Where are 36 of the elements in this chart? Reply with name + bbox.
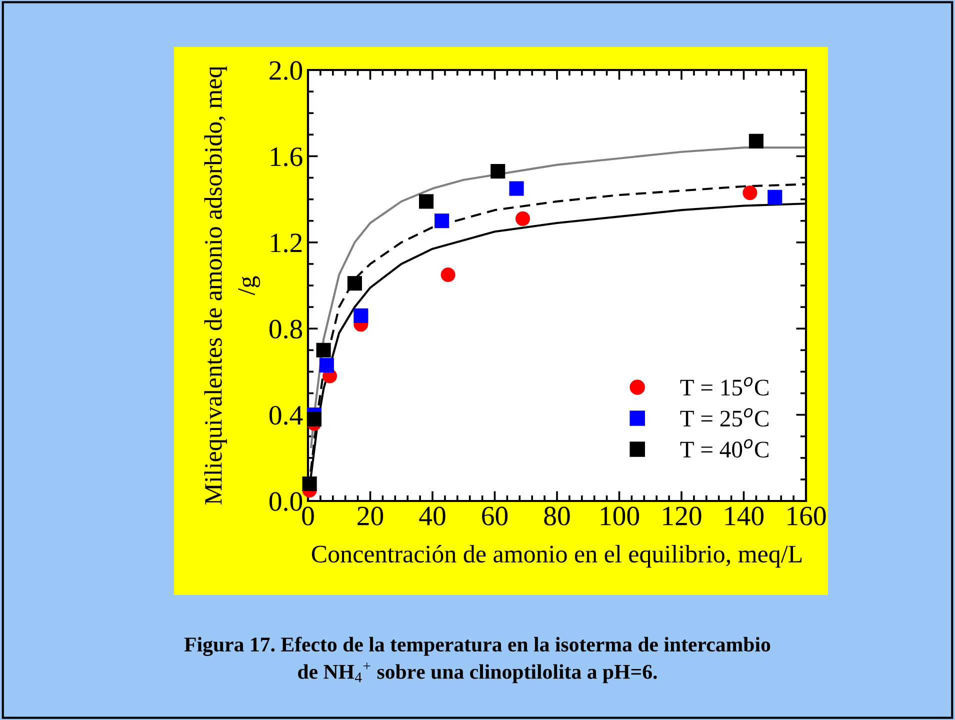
point (302, 476, 317, 492)
point (354, 308, 368, 323)
point (319, 358, 334, 373)
point (768, 190, 782, 204)
y-tick-label: 1.6 (270, 147, 302, 166)
x-tick-label: 20 (358, 506, 384, 526)
y-tick-label: 0.4 (269, 406, 303, 425)
x-tick-label: 60 (482, 506, 508, 526)
y-tick-label: 0.8 (269, 320, 302, 339)
x-tick-label: 140 (725, 506, 764, 526)
y-axis-title: Miliequivalentes de amonio adsorbido, meq /g (204, 66, 260, 505)
point (748, 134, 764, 148)
y-tick-label: 1.2 (270, 234, 302, 252)
point (742, 186, 758, 200)
x-tick-label: 120 (663, 506, 702, 526)
x-tick-label: 0 (302, 506, 314, 526)
point (434, 214, 450, 228)
y-tick-label: 2.0 (270, 61, 302, 80)
point (418, 194, 434, 209)
x-tick-label: 160 (788, 506, 826, 526)
point (306, 412, 322, 426)
y-tick-label: 0.0 (269, 492, 302, 512)
point (490, 164, 506, 179)
legend-label: T = 25$^{o}$C (680, 408, 768, 427)
legend-label: T = 15$^{o}$C (680, 377, 768, 396)
legend-label: T = 40$^{o}$C (680, 439, 768, 458)
point (316, 342, 331, 358)
point (509, 181, 524, 196)
point (347, 276, 362, 291)
x-tick-label: 80 (544, 506, 570, 526)
text: Figura 17. Efecto de la temperatura en la isoterma de intercambio de NH$_{4}$$^{+}$ sobre una clinoptilolita a pH=6. (184, 636, 770, 684)
point (515, 211, 530, 226)
point (440, 267, 456, 282)
x-axis-title: Concentración de amonio en el equilibrio, meq/L (312, 544, 802, 568)
x-tick-label: 100 (600, 506, 640, 526)
x-tick-label: 40 (419, 506, 446, 526)
